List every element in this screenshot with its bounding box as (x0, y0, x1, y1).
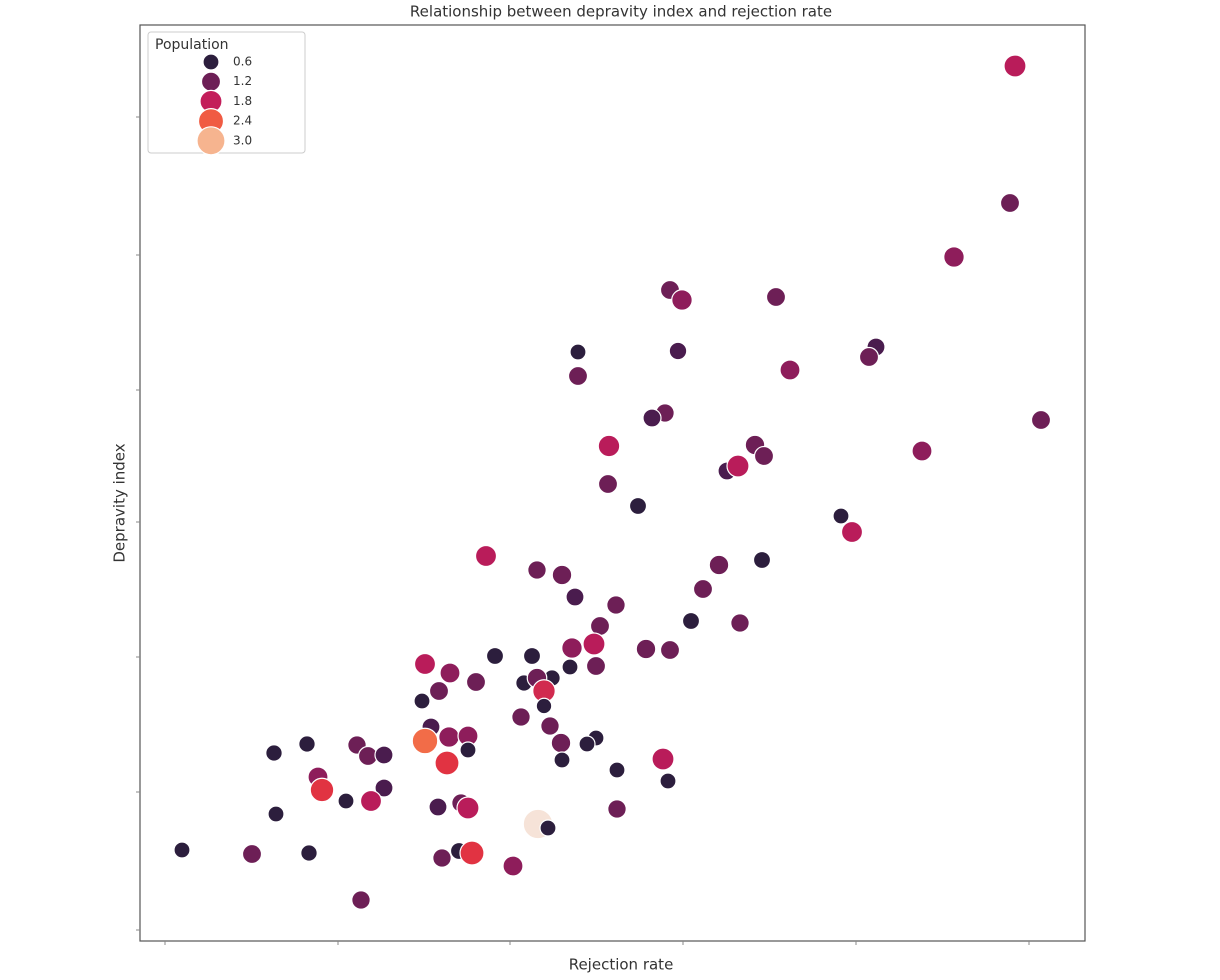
point (911, 440, 933, 462)
point (438, 726, 460, 748)
point (413, 692, 431, 710)
point (635, 638, 657, 660)
point (606, 595, 626, 615)
point (173, 841, 191, 859)
legend-title: Population (155, 37, 229, 53)
point (708, 554, 730, 576)
point (1003, 54, 1027, 78)
point (309, 777, 335, 803)
point (351, 890, 371, 910)
legend-label: 3.0 (233, 133, 252, 147)
point (539, 819, 557, 837)
point (681, 611, 701, 631)
point (459, 741, 477, 759)
point (511, 707, 531, 727)
point (832, 507, 850, 525)
point (465, 671, 487, 693)
point (840, 520, 864, 544)
point (730, 613, 750, 633)
point (582, 632, 606, 656)
point (753, 445, 775, 467)
point (374, 778, 394, 798)
point (413, 652, 437, 676)
point (659, 772, 677, 790)
point (522, 646, 542, 666)
point (428, 797, 448, 817)
point (858, 346, 880, 368)
point (474, 544, 498, 568)
point (535, 697, 553, 715)
legend-marker (196, 126, 226, 156)
point (651, 747, 675, 771)
point (300, 844, 318, 862)
point (428, 680, 450, 702)
point (943, 246, 965, 268)
point (597, 434, 621, 458)
point (642, 408, 662, 428)
point (337, 792, 355, 810)
point (540, 716, 560, 736)
chart-title: Relationship between depravity index and… (410, 3, 832, 21)
point (692, 578, 714, 600)
point (359, 789, 383, 813)
legend-box (147, 31, 306, 154)
point (585, 655, 607, 677)
point (726, 454, 750, 478)
point (298, 735, 316, 753)
point (550, 732, 572, 754)
point (439, 662, 461, 684)
point (456, 796, 480, 820)
point (628, 496, 648, 516)
point (565, 587, 585, 607)
point (567, 365, 589, 387)
legend-label: 1.2 (233, 74, 252, 88)
legend-label: 2.4 (233, 114, 252, 128)
point (267, 805, 285, 823)
legend-marker (200, 71, 222, 92)
y-axis-label: Depravity index (111, 443, 129, 562)
legend-label: 0.6 (233, 55, 252, 69)
point (607, 799, 627, 819)
legend-label: 1.8 (233, 94, 252, 108)
legend-marker (202, 53, 220, 71)
point (561, 637, 583, 659)
point (765, 286, 787, 308)
point (578, 735, 596, 753)
point (752, 550, 772, 570)
point (659, 639, 681, 661)
point (999, 192, 1021, 214)
point (671, 289, 693, 311)
x-axis-label: Rejection rate (569, 956, 674, 974)
point (561, 658, 579, 676)
point (551, 564, 573, 586)
point (668, 341, 688, 361)
point (608, 761, 626, 779)
point (502, 855, 524, 877)
point (411, 727, 439, 755)
point (459, 840, 485, 866)
point (374, 745, 394, 765)
point (432, 848, 452, 868)
point (241, 843, 263, 865)
point (434, 750, 460, 776)
point (265, 744, 283, 762)
point (485, 646, 505, 666)
point (1030, 409, 1052, 431)
point (569, 343, 587, 361)
point (597, 473, 619, 495)
point (553, 751, 571, 769)
point (779, 359, 801, 381)
point (527, 560, 547, 580)
